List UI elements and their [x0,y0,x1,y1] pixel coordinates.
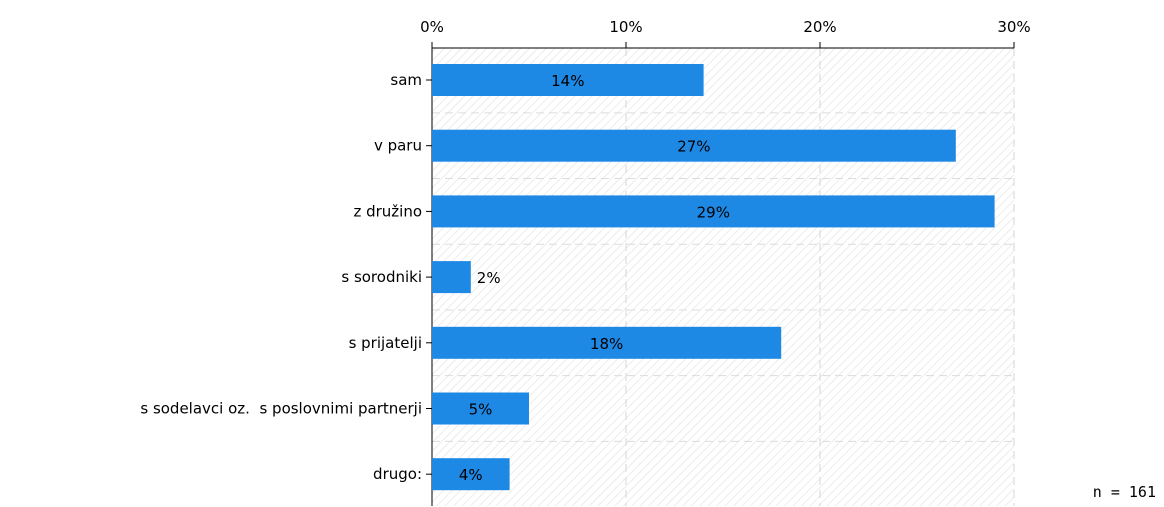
x-tick-label: 20% [803,18,836,36]
bar [432,261,471,294]
x-tick-label: 10% [609,18,642,36]
bar-value-label: 18% [590,335,623,353]
bar [432,64,704,96]
bar-value-label: 14% [551,72,584,90]
bar-value-label: 29% [697,203,730,221]
category-label: drugo: [373,465,422,483]
x-tick-label: 30% [997,18,1030,36]
category-label: s prijatelji [349,334,422,352]
bar [432,392,529,425]
bar [432,458,510,491]
category-label: z družino [353,202,422,220]
bars [432,64,995,491]
bar-value-label: 4% [459,466,483,484]
x-tick-label: 0% [420,18,444,36]
plot-area-background [432,48,1014,506]
labels: sam 14% v paru 27% z družino 29% s sorodniki 2%… [140,71,730,484]
bar [432,326,782,359]
bar-value-label: 27% [677,138,710,156]
bar-value-label: 2% [477,269,501,287]
category-label: sam [390,71,422,89]
sample-size-note: n = 161 [1092,483,1156,501]
bar [432,195,995,228]
bar-value-label: 5% [469,401,493,419]
category-label: s sodelavci oz. s poslovnimi partnerji [140,400,422,418]
gridlines [432,48,1015,506]
category-label: s sorodniki [341,268,422,286]
category-label: v paru [374,137,422,155]
bar [432,129,956,162]
